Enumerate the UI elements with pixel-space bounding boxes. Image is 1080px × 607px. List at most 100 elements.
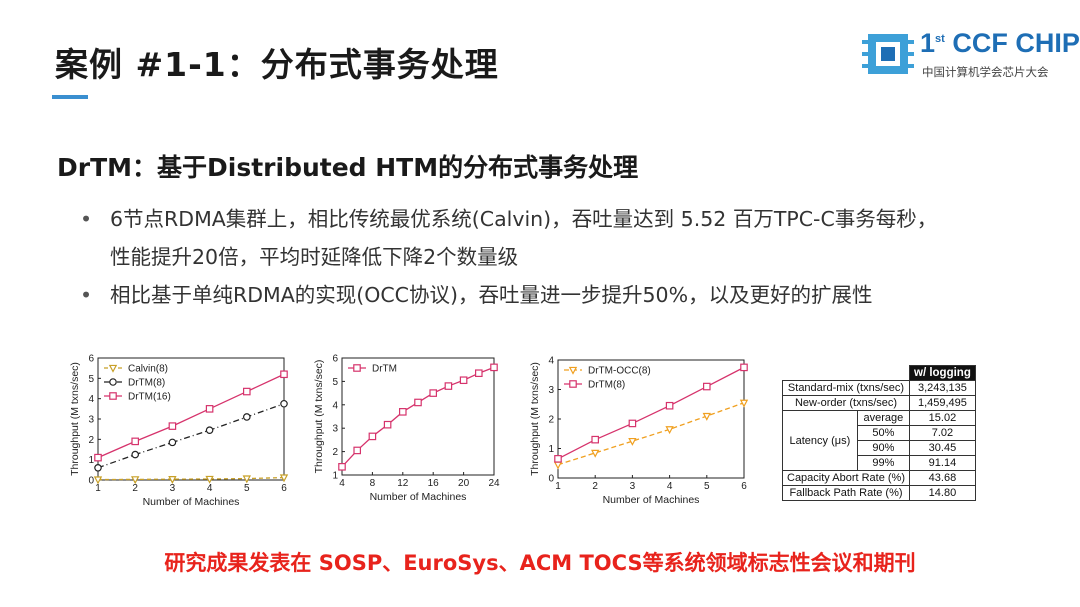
series-line	[97, 476, 285, 481]
table-row: 90% 30.45	[783, 440, 976, 456]
data-point	[168, 438, 177, 447]
data-point	[353, 364, 361, 372]
y-tick-label: 2	[332, 447, 338, 458]
table-row-value: 7.02	[909, 425, 976, 441]
chip-icon	[862, 34, 914, 74]
logo-subtext: 中国计算机学会芯片大会	[922, 65, 1049, 79]
table-corner	[783, 366, 910, 381]
data-point	[243, 413, 251, 421]
table-header: w/ logging	[909, 365, 976, 381]
legend-label: Calvin(8)	[128, 364, 168, 375]
bullet-text: 相比基于单纯RDMA的实现(OCC协议)，吞吐量进一步提升50%，以及更好的扩展…	[110, 283, 873, 307]
logo-ordinal: 1	[920, 28, 936, 58]
x-tick-label: 24	[488, 478, 500, 489]
x-axis-label: Number of Machines	[603, 494, 700, 506]
y-tick-label: 6	[332, 354, 338, 365]
series-DrTM(8)	[554, 363, 748, 463]
data-point	[280, 399, 288, 408]
data-point	[568, 366, 578, 375]
data-point	[205, 405, 214, 413]
table-row-value: 91.14	[909, 455, 976, 471]
data-point	[109, 392, 117, 400]
plot-frame	[341, 357, 495, 476]
data-point	[628, 437, 637, 446]
series-DrTM(16)	[94, 370, 288, 462]
table-row: Latency (μs) average 15.02	[782, 410, 976, 471]
data-point	[628, 419, 637, 428]
logo-name: CCF CHIP	[952, 28, 1080, 58]
data-point	[94, 453, 102, 462]
data-point	[353, 446, 362, 455]
data-point	[131, 437, 140, 446]
data-point	[553, 461, 563, 470]
logo-ordinal-suffix: st	[935, 33, 945, 45]
data-point	[94, 464, 102, 472]
data-point	[205, 475, 214, 484]
table-row-label: Fallback Path Rate (%)	[782, 485, 910, 501]
table-group-label: Latency (μs)	[782, 410, 858, 471]
table-row: Capacity Abort Rate (%) 43.68	[782, 470, 976, 486]
chart-3: 1 2 3 4 5 6 0 1 2 3 4 Number of Machines Throughput …	[520, 350, 760, 524]
legend-label: DrTM-OCC(8)	[588, 366, 651, 377]
data-point	[168, 476, 177, 484]
chart-1: 1 2 3 4 5 6 0 1 2 3 4 5 6 Number of Machines Throughpu…	[60, 348, 290, 522]
series-DrTM-OCC(8)	[553, 399, 749, 470]
plot-frame	[557, 359, 745, 479]
table-row-value: 1,459,495	[909, 395, 976, 411]
ccf-chip-logo: 1st CCF CHIP 中国计算机学会芯片大会	[862, 26, 1080, 82]
x-tick-label: 4	[339, 478, 345, 489]
data-point	[242, 475, 251, 484]
y-tick-label: 5	[332, 377, 338, 388]
x-tick-label: 12	[397, 478, 409, 489]
y-tick-label: 2	[88, 435, 94, 446]
x-axis-label: Number of Machines	[143, 496, 240, 508]
data-point	[459, 376, 468, 385]
x-tick-label: 6	[741, 481, 747, 492]
data-point	[703, 382, 711, 391]
legend-label: DrTM(8)	[588, 380, 625, 391]
table-row-label: 50%	[856, 425, 911, 441]
data-point	[665, 426, 674, 435]
data-point	[740, 363, 748, 372]
slide-title: 案例 #1-1：分布式事务处理	[55, 45, 499, 84]
table-row-value: 15.02	[909, 410, 976, 426]
y-tick-label: 2	[548, 415, 554, 426]
x-tick-label: 5	[704, 481, 710, 492]
series-DrTM	[338, 363, 498, 471]
y-axis-label: Throughput (M txns/sec)	[313, 360, 325, 474]
data-point	[383, 420, 392, 429]
title-underline	[52, 95, 88, 99]
table-row-value: 43.68	[909, 470, 976, 486]
x-tick-label: 3	[170, 483, 176, 494]
data-point	[444, 382, 453, 390]
x-tick-label: 5	[244, 483, 250, 494]
data-point	[554, 455, 562, 463]
table-row-label: average	[856, 410, 911, 426]
y-tick-label: 1	[332, 471, 338, 482]
data-point	[591, 435, 600, 444]
series-line	[97, 403, 285, 469]
table-row-value: 30.45	[909, 440, 976, 456]
data-point	[569, 380, 577, 388]
data-point	[205, 426, 214, 434]
data-point	[280, 370, 288, 379]
data-point	[398, 408, 407, 416]
x-tick-label: 4	[667, 481, 673, 492]
data-point	[243, 387, 251, 396]
series-line	[557, 366, 745, 460]
y-tick-label: 3	[332, 424, 338, 435]
data-point	[490, 363, 498, 372]
x-tick-label: 20	[458, 478, 470, 489]
data-point	[739, 399, 749, 408]
table-row: 50% 7.02	[783, 425, 976, 441]
legend-label: DrTM(16)	[128, 392, 171, 403]
y-tick-label: 1	[548, 444, 554, 455]
bullet-item: 6节点RDMA集群上，相比传统最优系统(Calvin)，吞吐量达到 5.52 百…	[80, 200, 1060, 276]
table-row: Fallback Path Rate (%) 14.80	[782, 485, 976, 501]
logo-text: 1st CCF CHIP	[920, 28, 1080, 59]
y-tick-label: 0	[88, 476, 94, 487]
x-tick-label: 16	[428, 478, 440, 489]
y-tick-label: 0	[548, 474, 554, 485]
table-row-label: Standard-mix (txns/sec)	[782, 380, 910, 396]
series-line	[97, 373, 285, 459]
